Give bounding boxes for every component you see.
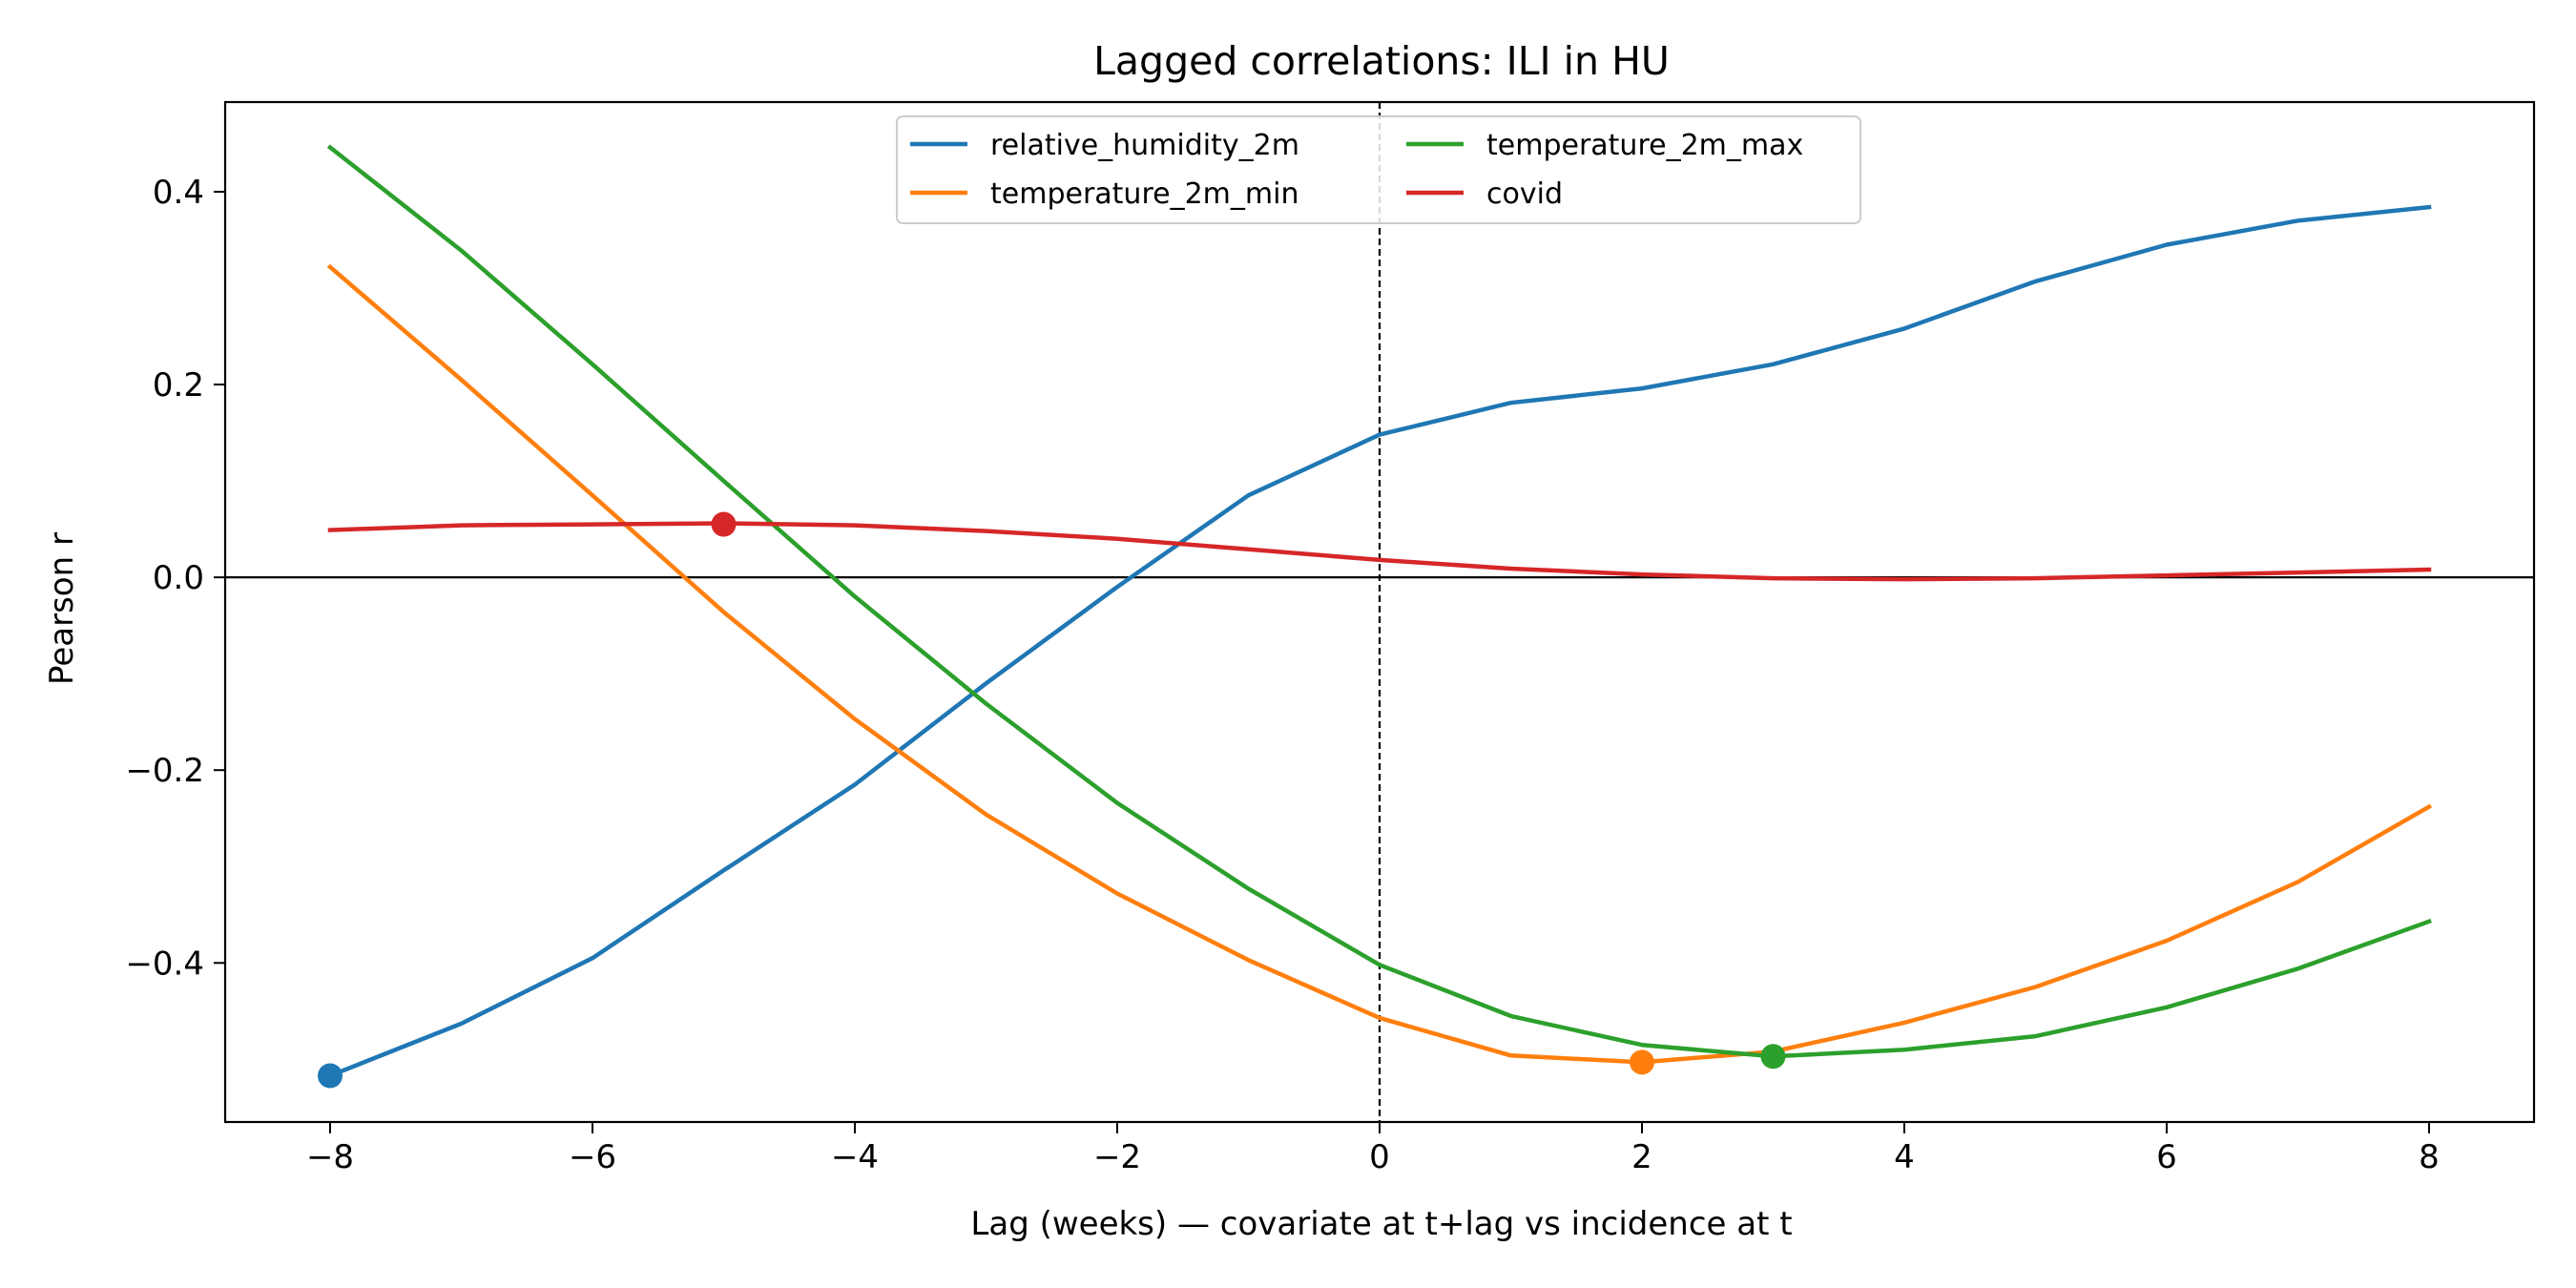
x-tick-label: −6 bbox=[569, 1138, 616, 1176]
x-tick-label: −4 bbox=[831, 1138, 879, 1176]
x-tick-label: 8 bbox=[2419, 1138, 2440, 1176]
legend-label-covid: covid bbox=[1486, 177, 1563, 211]
chart-title: Lagged correlations: ILI in HU bbox=[1093, 38, 1670, 84]
x-tick-label: −2 bbox=[1093, 1138, 1141, 1176]
legend-box bbox=[896, 115, 1861, 224]
x-tick-label: 6 bbox=[2156, 1138, 2177, 1176]
series-marker-temperature-2m-min bbox=[1630, 1049, 1654, 1075]
x-axis-title: Lag (weeks) — covariate at t+lag vs inci… bbox=[970, 1205, 1792, 1243]
legend-label-temperature-2m-min: temperature_2m_min bbox=[990, 177, 1298, 211]
series-marker-covid bbox=[711, 511, 737, 537]
series-line-temperature-2m-min bbox=[326, 263, 2433, 1065]
series-line-relative-humidity-2m bbox=[327, 204, 2432, 1079]
x-tick-label: 0 bbox=[1369, 1138, 1390, 1176]
y-tick-label: −0.4 bbox=[125, 945, 204, 983]
y-tick-label: 0.4 bbox=[153, 174, 204, 212]
series-layer bbox=[318, 144, 2433, 1089]
x-tick-label: 2 bbox=[1631, 1138, 1652, 1176]
legend: relative_humidity_2m temperature_2m_min te… bbox=[896, 115, 1861, 224]
legend-label-temperature-2m-max: temperature_2m_max bbox=[1486, 129, 1803, 162]
y-axis-title: Pearson r bbox=[43, 532, 81, 685]
legend-label-relative-humidity-2m: relative_humidity_2m bbox=[990, 129, 1299, 162]
axes-layer: −8 −6 −4 −2 0 2 4 6 8 −0.4 −0.2 0.0 0.2 0.4 bbox=[125, 100, 2536, 1176]
y-tick-label: 0.0 bbox=[153, 559, 204, 597]
series-line-covid bbox=[327, 521, 2432, 582]
x-tick-label: 4 bbox=[1894, 1138, 1915, 1176]
series-marker-relative-humidity-2m bbox=[318, 1063, 343, 1089]
y-tick-label: 0.2 bbox=[153, 366, 204, 405]
plot-area bbox=[225, 102, 2534, 1122]
series-marker-temperature-2m-max bbox=[1760, 1044, 1786, 1070]
x-tick-label: −8 bbox=[306, 1138, 354, 1176]
series-line-temperature-2m-max bbox=[326, 144, 2432, 1059]
y-tick-label: −0.2 bbox=[125, 752, 204, 790]
